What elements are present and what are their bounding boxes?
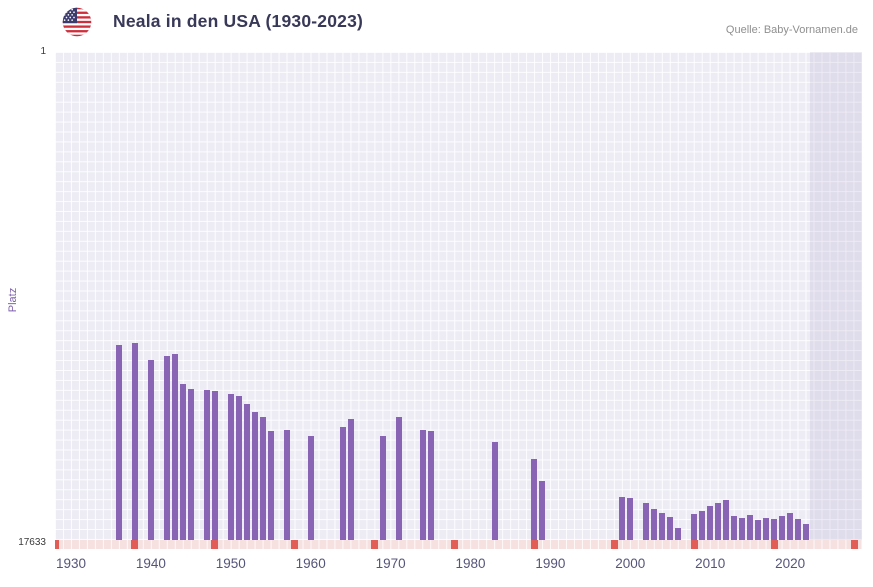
x-tick-label: 1940 [135,556,166,571]
bar-2018[interactable] [771,519,778,540]
bar-2009[interactable] [699,511,706,540]
bar-1969[interactable] [379,436,386,540]
bar-1960[interactable] [307,436,314,540]
bar-2010[interactable] [707,505,714,540]
decade-tick-mark [610,540,618,549]
us-flag-icon [62,7,92,37]
bar-2019[interactable] [779,516,786,540]
bar-2017[interactable] [763,518,770,540]
y-tick-top: 1 [40,46,46,57]
bar-2006[interactable] [675,528,682,540]
decade-tick-mark [211,540,219,549]
bar-1954[interactable] [259,417,266,540]
bar-1974[interactable] [419,430,426,540]
bar-1957[interactable] [283,430,290,540]
x-tick-label: 1980 [455,556,486,571]
bar-2002[interactable] [643,503,650,540]
decade-tick-mark [131,540,139,549]
bar-2013[interactable] [731,516,738,540]
bar-2016[interactable] [755,520,762,540]
bar-1983[interactable] [491,441,498,540]
bar-1951[interactable] [235,396,242,540]
x-tick-label: 1990 [535,556,566,571]
decade-tick-mark [291,540,299,549]
bar-2005[interactable] [667,516,674,540]
x-tick-label: 2000 [615,556,646,571]
bar-1936[interactable] [115,345,122,540]
recent-years-band [810,52,862,549]
decade-tick-mark [371,540,379,549]
bar-2021[interactable] [795,519,802,540]
bar-1945[interactable] [187,389,194,540]
decade-tick-mark [530,540,538,549]
decade-tick-mark [850,540,858,549]
bar-1965[interactable] [347,419,354,540]
bar-1938[interactable] [131,342,138,540]
bar-2008[interactable] [691,513,698,540]
bar-2022[interactable] [803,524,810,540]
decade-tick-mark [770,540,778,549]
bar-1943[interactable] [171,353,178,540]
y-tick-bottom: 17633 [18,537,46,548]
bar-1989[interactable] [539,481,546,540]
bar-1950[interactable] [227,394,234,540]
x-tick-label: 2020 [775,556,806,571]
bar-1952[interactable] [243,404,250,540]
bar-1942[interactable] [163,355,170,540]
x-tick-label: 1970 [375,556,406,571]
bar-1944[interactable] [179,384,186,540]
bar-1964[interactable] [339,427,346,540]
bar-1940[interactable] [147,360,154,540]
bar-1971[interactable] [395,417,402,540]
decade-tick-mark [55,540,59,549]
source-label: Quelle: Baby-Vornamen.de [725,24,858,36]
bar-1948[interactable] [211,391,218,540]
bar-2012[interactable] [723,500,730,540]
bar-1999[interactable] [619,497,626,540]
bar-2011[interactable] [715,503,722,540]
bar-2004[interactable] [659,513,666,540]
x-tick-label: 1960 [295,556,326,571]
decade-tick-mark [690,540,698,549]
x-axis-labels: 1930 1940 1950 1960 1970 1980 1990 2000 2010 2020 [55,556,862,576]
bar-2015[interactable] [747,515,754,540]
bar-1947[interactable] [203,389,210,540]
x-tick-label: 2010 [695,556,726,571]
bar-2014[interactable] [739,518,746,540]
plot-area [55,52,862,549]
x-tick-label: 1930 [55,556,87,571]
chart-title: Neala in den USA (1930-2023) [113,11,364,31]
decade-tick-mark [451,540,458,549]
missing-years-strip [55,540,862,549]
bar-2000[interactable] [627,498,634,540]
bar-1988[interactable] [531,459,538,540]
bar-2020[interactable] [787,513,794,540]
bar-1953[interactable] [251,412,258,540]
bar-1975[interactable] [427,430,434,540]
bar-2003[interactable] [651,508,658,540]
y-axis-title: Platz [7,287,19,313]
bar-1955[interactable] [267,430,274,540]
x-tick-label: 1950 [215,556,246,571]
